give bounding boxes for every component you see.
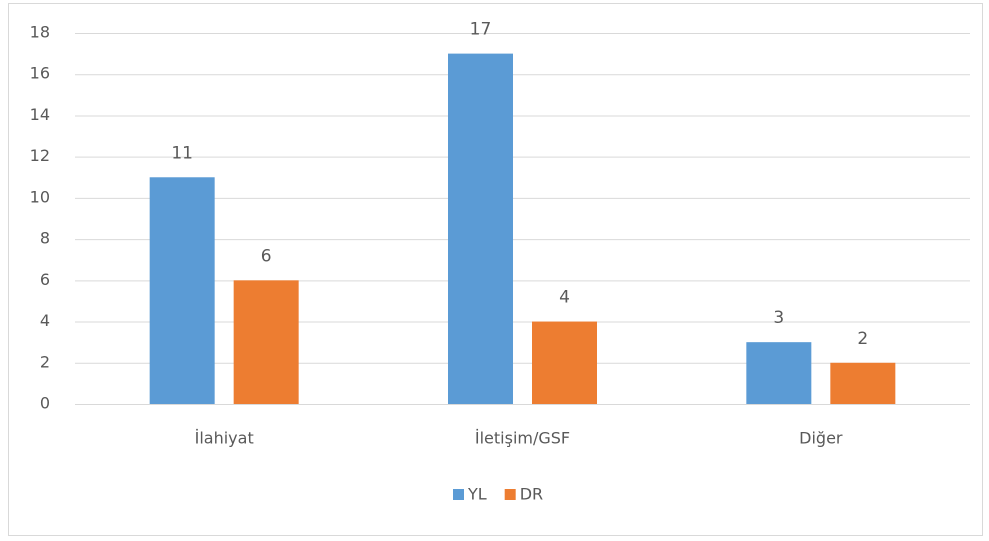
y-tick-label: 10 <box>30 187 50 206</box>
bar <box>149 177 215 404</box>
legend-label: YL <box>467 485 487 504</box>
bar <box>448 53 513 404</box>
data-label: 11 <box>171 143 193 163</box>
bar <box>233 280 299 404</box>
y-tick-label: 4 <box>40 311 50 330</box>
x-tick-label: Diğer <box>799 429 843 448</box>
y-tick-label: 12 <box>30 146 50 165</box>
x-tick-label: İlahiyat <box>195 429 254 448</box>
bar <box>532 321 597 404</box>
bar <box>746 342 812 404</box>
y-tick-label: 8 <box>40 229 50 248</box>
y-tick-label: 16 <box>30 64 50 83</box>
data-label: 3 <box>773 308 784 328</box>
y-tick-label: 2 <box>40 352 50 371</box>
y-tick-label: 14 <box>30 105 50 124</box>
y-tick-label: 0 <box>40 394 50 413</box>
x-tick-label: İletişim/GSF <box>475 429 570 448</box>
bar <box>830 362 896 404</box>
y-tick-label: 18 <box>30 23 50 42</box>
data-label: 4 <box>559 288 570 308</box>
legend-swatch <box>453 489 464 500</box>
data-label: 17 <box>470 20 492 40</box>
data-label: 6 <box>261 246 272 266</box>
legend-label: DR <box>520 485 543 504</box>
y-tick-label: 6 <box>40 270 50 289</box>
data-label: 2 <box>857 329 868 349</box>
legend-swatch <box>504 489 516 500</box>
